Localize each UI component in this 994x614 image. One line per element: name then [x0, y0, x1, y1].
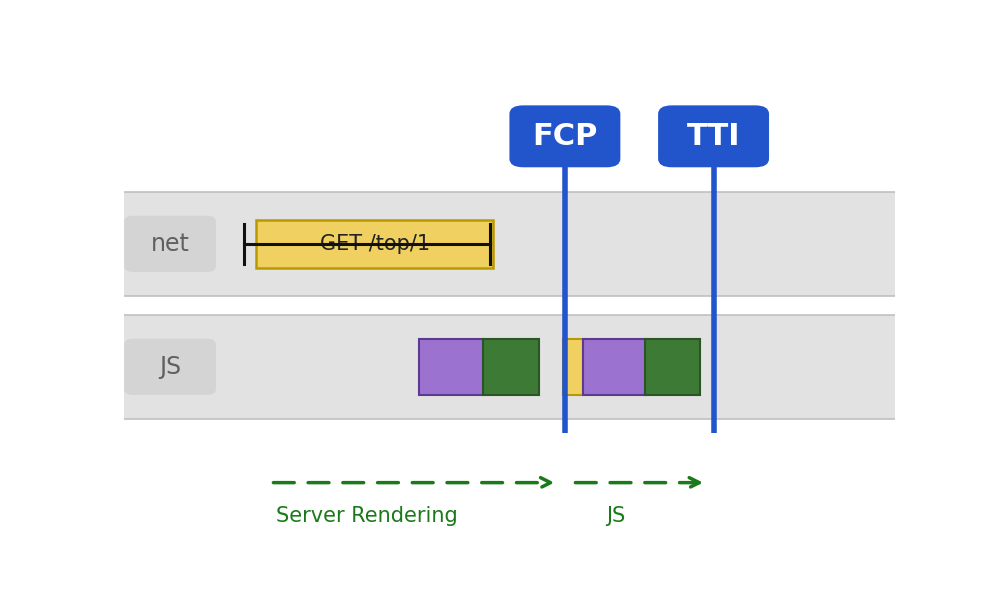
Bar	[124, 192, 895, 296]
Text: Server Rendering: Server Rendering	[276, 506, 458, 526]
FancyBboxPatch shape	[124, 216, 216, 272]
FancyBboxPatch shape	[124, 339, 216, 395]
FancyBboxPatch shape	[658, 106, 769, 167]
Text: FCP: FCP	[532, 122, 597, 151]
FancyBboxPatch shape	[256, 220, 493, 268]
FancyBboxPatch shape	[582, 339, 646, 395]
FancyBboxPatch shape	[509, 106, 620, 167]
Text: JS: JS	[159, 355, 181, 379]
Text: GET /top/1: GET /top/1	[319, 234, 429, 254]
FancyBboxPatch shape	[483, 339, 539, 395]
Text: net: net	[151, 232, 190, 256]
Text: TTI: TTI	[687, 122, 741, 151]
FancyBboxPatch shape	[645, 339, 701, 395]
FancyBboxPatch shape	[564, 339, 583, 395]
Bar	[124, 315, 895, 419]
Text: JS: JS	[606, 506, 625, 526]
FancyBboxPatch shape	[419, 339, 484, 395]
